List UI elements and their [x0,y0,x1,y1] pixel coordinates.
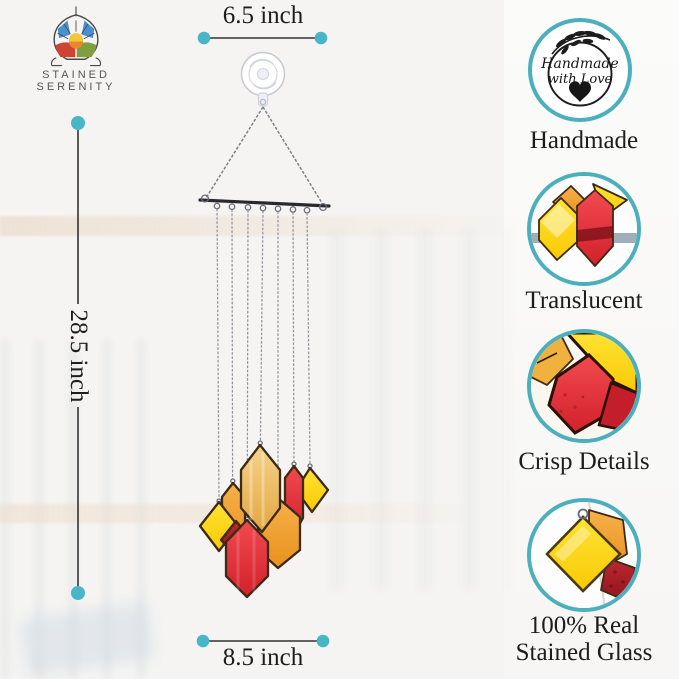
feature-label-crisp-details: Crisp Details [518,448,650,475]
hanger-bar [198,194,331,214]
feature-badge-translucent [527,172,641,286]
yellow-diamond-closeup [531,502,637,608]
feature-label-translucent: Translucent [525,287,643,314]
stamp-text-line2: with Love [547,72,613,87]
dimension-label-top-width: 6.5 inch [222,2,304,29]
feature-badge-handmade: Handmade with Love [528,18,632,122]
feature-label-handmade: Handmade [529,127,639,154]
feature-badge-crisp-details [527,329,641,443]
suction-cup [240,51,286,107]
brand-name: STAINED SERENITY [36,69,116,93]
dimension-line-top [197,31,328,45]
stained-glass-closeup-translucent [531,176,637,282]
glass-pieces [198,443,330,599]
stained-glass-closeup-details [531,333,637,439]
dimension-label-bottom-width: 8.5 inch [222,644,304,671]
dimension-line-bottom [196,634,330,648]
brand-logo-icon [50,6,102,67]
glass-piece-red-hexagon-center [224,518,270,599]
hanger-triangle-chain [205,106,323,204]
laurel-branch-icon [551,30,611,55]
hanging-ring-icon [577,508,589,520]
glass-piece-yellow-diamond-left [198,500,240,553]
handmade-with-love-stamp [547,30,613,107]
feature-badge-real-stained-glass [527,498,641,612]
dimension-line-left [71,116,85,600]
feature-label-real-stained-glass: 100% Real Stained Glass [515,612,653,666]
glass-piece-amber-hexagon-center [239,443,282,534]
heart-icon [569,81,591,102]
stamp-text-line1: Handmade [541,56,619,72]
